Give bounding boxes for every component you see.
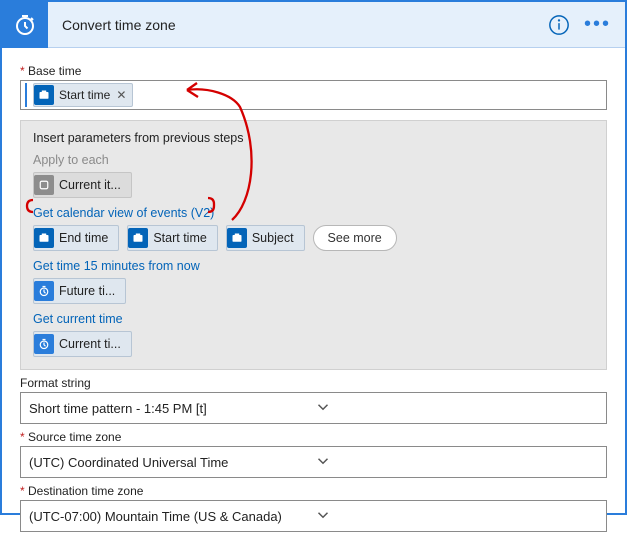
- base-time-label: Base time: [20, 64, 607, 78]
- chip-label: Subject: [252, 231, 294, 245]
- action-clock-icon: [2, 2, 48, 48]
- base-time-field[interactable]: Start time ✕: [20, 80, 607, 110]
- card-body: Base time Start time ✕ Insert parameters…: [2, 48, 625, 536]
- chip-current-time[interactable]: Current ti...: [33, 331, 132, 357]
- group-calendar-view[interactable]: Get calendar view of events (V2): [33, 206, 594, 220]
- dynamic-content-panel: Insert parameters from previous steps Ap…: [20, 120, 607, 370]
- outlook-icon: [34, 228, 54, 248]
- group-apply-to-each: Apply to each: [33, 153, 594, 167]
- action-card: Convert time zone ••• Base time Start ti…: [0, 0, 627, 515]
- chevron-down-icon: [314, 452, 599, 473]
- source-tz-select[interactable]: (UTC) Coordinated Universal Time: [20, 446, 607, 478]
- chip-subject[interactable]: Subject: [226, 225, 305, 251]
- outlook-icon: [34, 85, 54, 105]
- group-current-time[interactable]: Get current time: [33, 312, 594, 326]
- chip-current-item[interactable]: Current it...: [33, 172, 132, 198]
- card-header: Convert time zone •••: [2, 2, 625, 48]
- chip-label: Future ti...: [59, 284, 115, 298]
- more-icon[interactable]: •••: [584, 13, 611, 36]
- destination-tz-select[interactable]: (UTC-07:00) Mountain Time (US & Canada): [20, 500, 607, 532]
- source-tz-value: (UTC) Coordinated Universal Time: [29, 455, 314, 470]
- field-indicator: [25, 83, 27, 107]
- see-more-button[interactable]: See more: [313, 225, 397, 251]
- card-title: Convert time zone: [62, 17, 548, 33]
- loop-icon: [34, 175, 54, 195]
- info-icon[interactable]: [548, 14, 570, 36]
- token-remove-icon[interactable]: ✕: [116, 88, 126, 102]
- outlook-icon: [227, 228, 247, 248]
- destination-tz-label: Destination time zone: [20, 484, 607, 498]
- chip-label: Current ti...: [59, 337, 121, 351]
- destination-tz-value: (UTC-07:00) Mountain Time (US & Canada): [29, 509, 314, 524]
- format-value: Short time pattern - 1:45 PM [t]: [29, 401, 314, 416]
- chip-label: End time: [59, 231, 108, 245]
- group-future-time[interactable]: Get time 15 minutes from now: [33, 259, 594, 273]
- token-start-time[interactable]: Start time ✕: [33, 83, 133, 107]
- panel-title: Insert parameters from previous steps: [33, 131, 594, 145]
- clock-icon: [34, 281, 54, 301]
- token-label: Start time: [59, 88, 110, 102]
- chip-label: Start time: [153, 231, 207, 245]
- chip-start-time[interactable]: Start time: [127, 225, 218, 251]
- chevron-down-icon: [314, 506, 599, 527]
- chip-label: Current it...: [59, 178, 121, 192]
- format-select[interactable]: Short time pattern - 1:45 PM [t]: [20, 392, 607, 424]
- source-tz-label: Source time zone: [20, 430, 607, 444]
- chip-end-time[interactable]: End time: [33, 225, 119, 251]
- chip-future-time[interactable]: Future ti...: [33, 278, 126, 304]
- format-label: Format string: [20, 376, 607, 390]
- clock-icon: [34, 334, 54, 354]
- chevron-down-icon: [314, 398, 599, 419]
- outlook-icon: [128, 228, 148, 248]
